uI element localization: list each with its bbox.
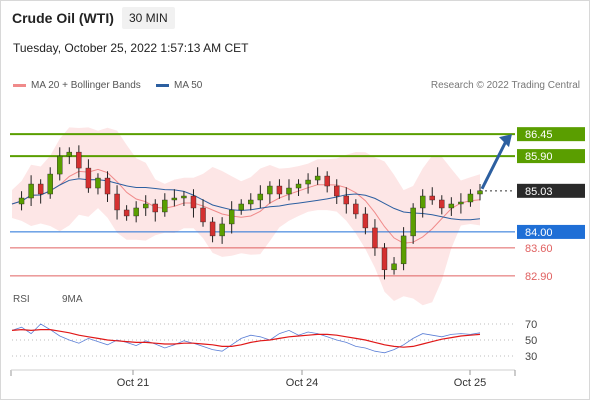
candle-body (257, 193, 264, 201)
level-box-85.90 (517, 149, 585, 164)
candle-body (152, 203, 158, 213)
level-box-84.00 (517, 224, 585, 239)
rsi-line (11, 323, 481, 354)
legend-9ma-label: 9MA (62, 294, 83, 305)
candle-body (28, 183, 34, 199)
candle-body (400, 235, 407, 265)
legend-9ma: 9MA (62, 294, 83, 305)
chart-datetime: Tuesday, October 25, 2022 1:57:13 AM CET (13, 41, 249, 55)
candle-body (267, 185, 273, 195)
candle-body (343, 195, 349, 205)
candle-body (181, 195, 187, 199)
candle-body (362, 213, 369, 229)
candle-body (334, 185, 340, 197)
candle-body (200, 207, 206, 223)
candle-body (209, 221, 216, 237)
level-label-84.00: 84.00 (525, 227, 553, 239)
candle-body (248, 199, 254, 205)
level-label-83.60: 83.60 (525, 243, 553, 255)
legend-rsi: RSI (13, 294, 30, 305)
legend-swatch-ma50 (156, 83, 169, 87)
legend-ma50-label: MA 50 (174, 80, 203, 91)
legend-swatch-ma20 (13, 83, 26, 87)
rsi-tick-30: 30 (525, 351, 537, 363)
candle-body (123, 209, 130, 217)
candle-body (429, 195, 435, 201)
legend-ma50: MA 50 (156, 80, 202, 91)
candle-body (76, 151, 82, 169)
candle-body (37, 183, 44, 195)
candle-body (238, 203, 244, 211)
rsi-tick-70: 70 (525, 319, 537, 331)
level-box-86.45 (517, 127, 585, 142)
candle-body (477, 190, 483, 195)
candle-body (190, 195, 197, 209)
candle-body (18, 197, 25, 205)
level-label-85.90: 85.90 (525, 151, 553, 163)
candle-body (314, 175, 321, 181)
x-tick-label: Oct 24 (286, 377, 318, 389)
forecast-arrowhead (499, 134, 512, 148)
candle-body (439, 199, 445, 209)
candle-body (305, 179, 311, 185)
candle-body (458, 201, 464, 205)
level-label-82.90: 82.90 (525, 271, 553, 283)
candle-body (448, 203, 455, 209)
candle-body (104, 177, 111, 195)
forecast-arrow (480, 140, 508, 190)
chart-header: Crude Oil (WTI) 30 MIN (0, 0, 590, 36)
candle-body (171, 197, 178, 201)
candle-body (372, 227, 378, 249)
legend-rsi-label: RSI (13, 294, 30, 305)
candle-body (228, 209, 235, 225)
candle-body (324, 175, 330, 187)
rsi-tick-50: 50 (525, 335, 537, 347)
level-label-86.45: 86.45 (525, 129, 553, 141)
candle-body (391, 263, 397, 271)
candle-body (467, 193, 474, 203)
candle-body (47, 173, 53, 195)
candle-body (381, 247, 388, 271)
instrument-title: Crude Oil (WTI) (12, 10, 114, 26)
candle-body (143, 203, 149, 209)
candle-body (66, 151, 73, 157)
legend-ma20: MA 20 + Bollinger Bands (13, 80, 141, 91)
candle-body (114, 193, 120, 211)
candle-body (57, 155, 63, 175)
candle-body (276, 185, 283, 195)
candle-body (353, 203, 359, 215)
candle-body (410, 207, 416, 237)
candle-body (162, 199, 168, 213)
x-tick-label: Oct 21 (117, 377, 149, 389)
last-price-label: 85.03 (525, 186, 553, 198)
candle-body (295, 183, 302, 189)
x-tick-label: Oct 25 (454, 377, 486, 389)
candle-body (133, 207, 139, 217)
last-price-box (517, 183, 585, 198)
credit-text: Research © 2022 Trading Central (430, 80, 580, 91)
candle-body (219, 223, 225, 237)
candle-body (286, 187, 292, 195)
candle-body (419, 195, 426, 209)
candle-body (85, 167, 92, 189)
candle-body (95, 177, 101, 189)
legend-ma20-label: MA 20 + Bollinger Bands (31, 80, 141, 91)
rsi-9ma-line (11, 328, 481, 348)
timeframe-badge[interactable]: 30 MIN (122, 7, 175, 29)
